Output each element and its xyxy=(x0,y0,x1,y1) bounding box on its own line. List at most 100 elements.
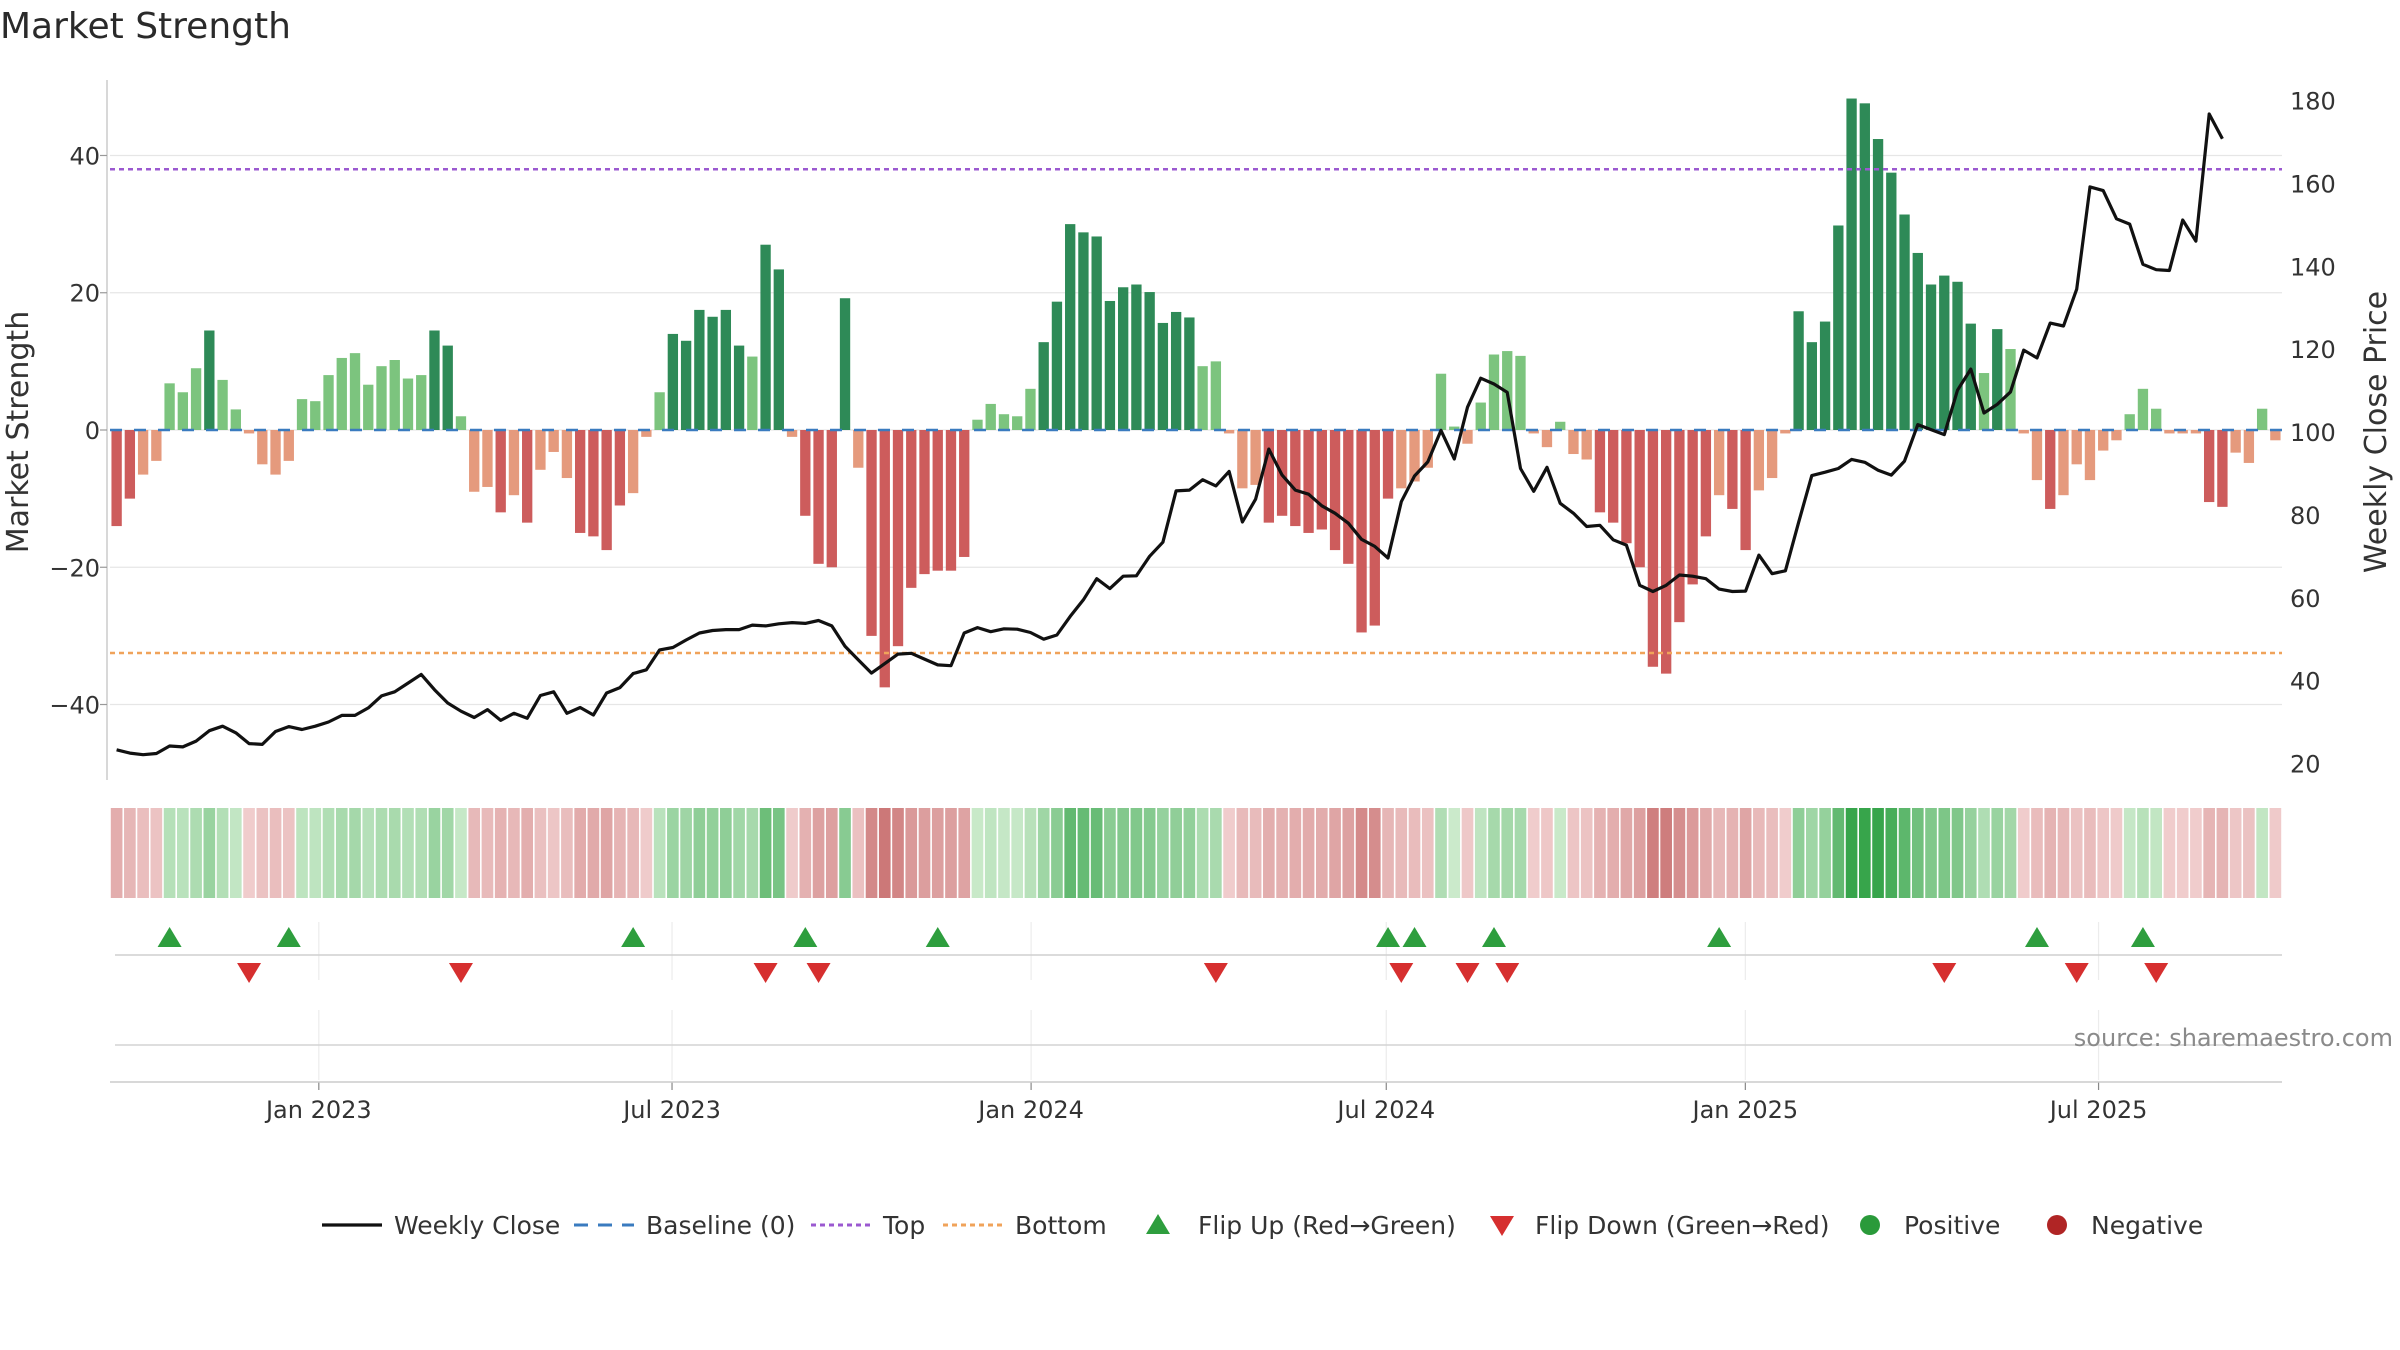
strength-bar xyxy=(1409,430,1420,482)
heat-cell xyxy=(2243,808,2255,898)
heat-cell xyxy=(812,808,825,898)
legend-label: Flip Up (Red→Green) xyxy=(1198,1211,1456,1240)
strength-bars xyxy=(111,98,2281,688)
flip-up-marker xyxy=(1376,927,1401,947)
strength-bar xyxy=(1713,430,1725,496)
strength-bar xyxy=(1806,342,1818,430)
legend-item: Bottom xyxy=(943,1211,1107,1240)
x-tick-label: Jan 2023 xyxy=(264,1096,372,1124)
heat-cell xyxy=(1700,808,1712,898)
strength-bar xyxy=(1303,430,1314,533)
strength-bar xyxy=(429,330,440,430)
flip-markers-panel xyxy=(115,927,2282,983)
strength-bar xyxy=(1660,430,1672,674)
heat-cell xyxy=(1872,808,1884,898)
strength-bar xyxy=(1608,430,1619,523)
strength-bar xyxy=(1488,354,1500,430)
strength-bar xyxy=(972,419,983,430)
heat-cell xyxy=(2163,808,2176,898)
strength-bar xyxy=(1091,236,1102,430)
strength-bar xyxy=(1912,252,1923,430)
x-tick-label: Jul 2023 xyxy=(621,1096,721,1124)
strength-bar xyxy=(627,430,639,494)
strength-bar xyxy=(230,409,241,430)
strength-bar xyxy=(1992,329,2003,430)
strength-bar xyxy=(217,379,228,430)
heat-cell xyxy=(1117,808,1129,898)
y-axis-right: 20 40 60 80 100 120 140 160 180 xyxy=(2290,88,2336,779)
strength-bar xyxy=(469,430,480,492)
heat-cell xyxy=(375,808,388,898)
heat-cell xyxy=(971,808,984,898)
strength-bar xyxy=(800,430,811,516)
y-tick-label: 20 xyxy=(69,280,100,308)
strength-bar xyxy=(1740,430,1751,551)
strength-bar xyxy=(720,309,732,430)
y-axis-left: −40 −20 0 20 40 xyxy=(49,142,107,720)
heat-cell xyxy=(124,808,136,898)
heat-cell xyxy=(561,808,573,898)
strength-bar xyxy=(310,401,321,430)
strength-bar xyxy=(2137,388,2149,430)
strength-bar xyxy=(1382,430,1394,499)
strength-bar xyxy=(1223,430,1235,434)
heat-cell xyxy=(574,808,586,898)
heat-cell xyxy=(1726,808,1739,898)
strength-bar xyxy=(190,368,202,430)
strength-bar xyxy=(2098,430,2109,451)
heat-cell xyxy=(428,808,441,898)
strength-bar xyxy=(866,430,877,636)
strength-bar xyxy=(1475,402,1486,430)
heat-cell xyxy=(1488,808,1500,898)
strength-bar xyxy=(257,430,268,465)
flip-up-marker xyxy=(2130,927,2155,947)
legend-swatch-circle xyxy=(2047,1215,2067,1235)
strength-bar xyxy=(919,430,930,575)
heat-cell xyxy=(1210,808,1222,898)
flip-down-marker xyxy=(1932,963,1957,983)
flip-up-marker xyxy=(793,927,818,947)
heat-cell xyxy=(1819,808,1831,898)
strength-bar xyxy=(2243,430,2255,463)
strength-bar xyxy=(2190,430,2202,434)
heat-cell xyxy=(693,808,706,898)
heat-cell xyxy=(1064,808,1077,898)
heat-cell xyxy=(852,808,865,898)
strength-bar xyxy=(588,430,599,537)
flip-up-marker xyxy=(276,927,301,947)
heat-cell xyxy=(627,808,639,898)
heat-cell xyxy=(2057,808,2070,898)
heat-cell xyxy=(1183,808,1196,898)
strength-bar xyxy=(124,430,136,499)
heat-cell xyxy=(1580,808,1593,898)
heat-cell xyxy=(945,808,957,898)
strength-bar xyxy=(985,403,996,430)
heat-cell xyxy=(322,808,335,898)
heat-cell xyxy=(2150,808,2163,898)
heat-cell xyxy=(2031,808,2043,898)
heat-cell xyxy=(1858,808,1871,898)
strength-bar xyxy=(2230,430,2241,453)
flip-up-marker xyxy=(621,927,646,947)
heat-cell xyxy=(1594,808,1606,898)
strength-bar xyxy=(2084,430,2096,481)
flip-down-marker xyxy=(237,963,262,983)
heat-cell xyxy=(772,808,785,898)
strength-bar xyxy=(2018,430,2029,434)
legend-swatch-flip-down xyxy=(1490,1216,1514,1236)
strength-bar xyxy=(1051,301,1063,430)
strength-bar xyxy=(442,345,453,430)
weekly-close-series xyxy=(116,112,2224,757)
strength-bar xyxy=(1515,355,1526,430)
strength-bar xyxy=(1290,430,1301,527)
strength-bar xyxy=(1422,430,1433,468)
legend-label: Bottom xyxy=(1015,1211,1107,1240)
strength-bar xyxy=(1687,430,1698,585)
strength-bar xyxy=(2111,430,2122,441)
heat-cell xyxy=(216,808,229,898)
heat-cell xyxy=(1607,808,1620,898)
heat-cell xyxy=(2203,808,2215,898)
heat-cell xyxy=(150,808,163,898)
legend-label: Negative xyxy=(2091,1211,2203,1240)
strength-bar xyxy=(1104,300,1116,430)
